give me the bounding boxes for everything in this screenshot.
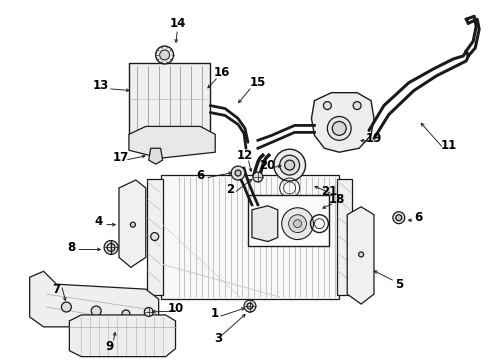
Text: 8: 8 — [67, 241, 75, 254]
Circle shape — [288, 215, 306, 233]
Circle shape — [332, 121, 346, 135]
Polygon shape — [129, 126, 215, 158]
Text: 20: 20 — [258, 159, 274, 172]
Bar — [146, 179, 163, 295]
Polygon shape — [119, 180, 145, 267]
Polygon shape — [148, 148, 163, 164]
Circle shape — [244, 300, 255, 312]
Circle shape — [122, 310, 130, 318]
Circle shape — [392, 212, 404, 224]
Polygon shape — [69, 315, 175, 357]
Circle shape — [244, 302, 254, 312]
Circle shape — [284, 160, 294, 170]
Circle shape — [61, 302, 71, 312]
Text: 16: 16 — [214, 66, 230, 79]
Circle shape — [358, 252, 363, 257]
Circle shape — [252, 172, 263, 182]
Text: 6: 6 — [196, 168, 204, 181]
Text: 5: 5 — [394, 278, 402, 291]
Circle shape — [326, 117, 350, 140]
Circle shape — [273, 149, 305, 181]
Polygon shape — [30, 271, 158, 327]
Text: 21: 21 — [321, 185, 337, 198]
Bar — [247, 195, 328, 247]
Text: 4: 4 — [94, 215, 102, 228]
Text: 3: 3 — [214, 332, 222, 345]
Circle shape — [107, 243, 115, 251]
Text: 12: 12 — [236, 149, 253, 162]
Text: 13: 13 — [93, 79, 109, 92]
Circle shape — [91, 306, 101, 316]
Circle shape — [246, 303, 252, 309]
Text: 9: 9 — [105, 340, 113, 353]
Circle shape — [279, 155, 299, 175]
Bar — [337, 179, 351, 295]
Circle shape — [395, 215, 401, 221]
Polygon shape — [346, 207, 373, 304]
Circle shape — [231, 166, 244, 180]
Circle shape — [235, 170, 241, 176]
Bar — [129, 63, 210, 134]
Circle shape — [352, 102, 360, 109]
Text: 10: 10 — [167, 302, 183, 315]
Polygon shape — [251, 206, 277, 242]
Text: 14: 14 — [169, 17, 185, 30]
Circle shape — [155, 46, 173, 64]
Text: 2: 2 — [225, 184, 234, 197]
Circle shape — [160, 50, 169, 60]
Text: 11: 11 — [439, 139, 456, 152]
Text: 19: 19 — [365, 132, 382, 145]
Text: 17: 17 — [113, 151, 129, 164]
Circle shape — [144, 307, 153, 316]
Text: 6: 6 — [414, 211, 422, 224]
Circle shape — [293, 220, 301, 228]
Text: 18: 18 — [328, 193, 345, 206]
Circle shape — [150, 233, 158, 240]
Text: 7: 7 — [52, 283, 61, 296]
Circle shape — [130, 222, 135, 227]
Circle shape — [323, 102, 331, 109]
Polygon shape — [311, 93, 373, 152]
Circle shape — [281, 208, 313, 239]
Bar — [161, 175, 339, 299]
Text: 1: 1 — [211, 307, 219, 320]
Text: 15: 15 — [249, 76, 265, 89]
Circle shape — [104, 240, 118, 255]
